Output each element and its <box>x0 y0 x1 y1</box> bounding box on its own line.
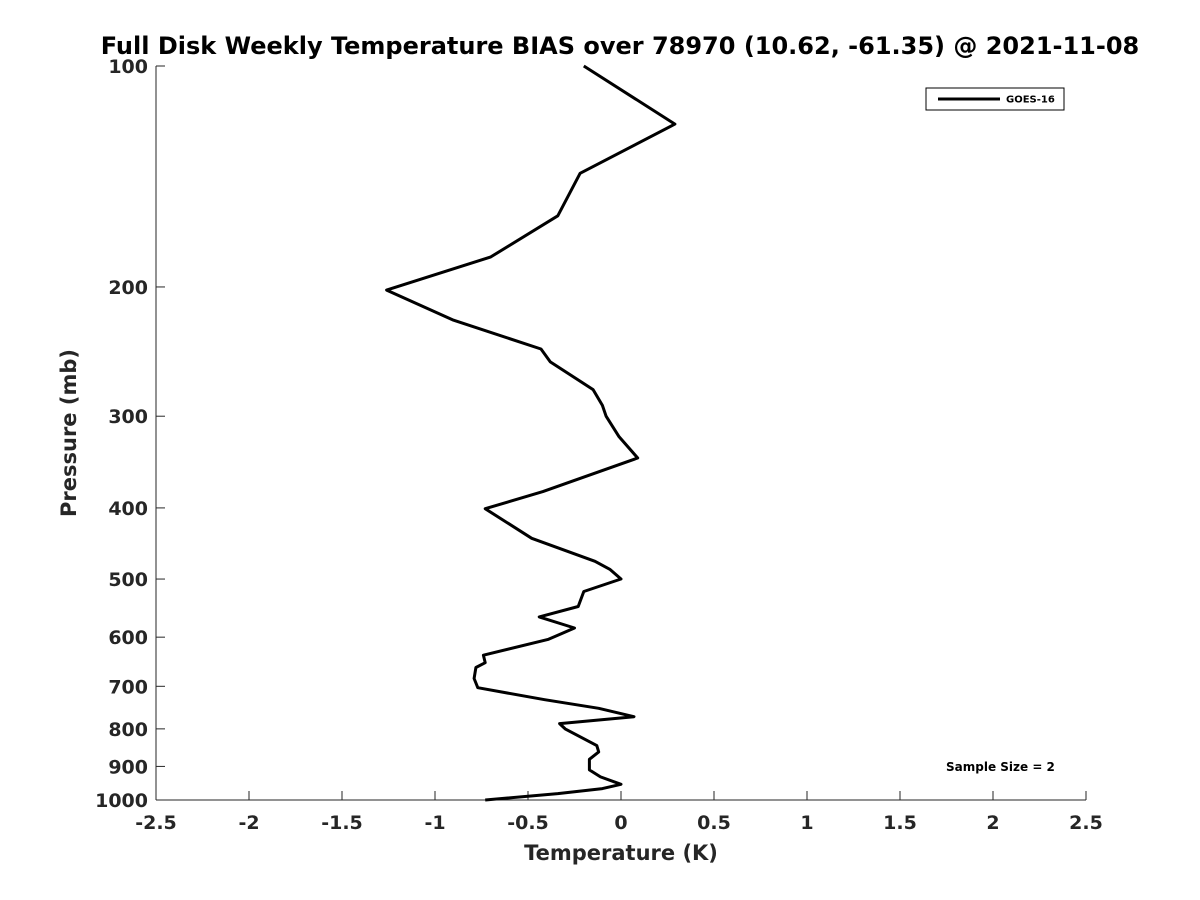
chart-title: Full Disk Weekly Temperature BIAS over 7… <box>101 32 1140 60</box>
series-line-goes-16 <box>385 64 677 802</box>
y-tick-label: 1000 <box>95 790 148 812</box>
sample-size-annotation: Sample Size = 2 <box>946 760 1055 774</box>
x-tick-label: -1.5 <box>321 812 363 834</box>
x-tick-label: 2.5 <box>1069 812 1103 834</box>
y-tick-label: 800 <box>108 719 148 741</box>
x-tick-label: 2 <box>986 812 999 834</box>
x-tick-label: 1.5 <box>883 812 917 834</box>
y-tick-label: 400 <box>108 498 148 520</box>
x-tick-label: -1 <box>424 812 445 834</box>
y-tick-label: 300 <box>108 406 148 428</box>
y-tick-label: 700 <box>108 676 148 698</box>
y-axis-label: Pressure (mb) <box>57 349 81 517</box>
y-axis-ticks: 100 200 300 400 500 600 700 800 900 1000 <box>95 56 165 812</box>
x-axis-label: Temperature (K) <box>524 841 718 865</box>
x-tick-label: -2 <box>238 812 259 834</box>
x-tick-label: 0.5 <box>697 812 731 834</box>
x-tick-label: -0.5 <box>507 812 549 834</box>
y-tick-label: 500 <box>108 569 148 591</box>
x-tick-label: 1 <box>800 812 813 834</box>
y-tick-label: 200 <box>108 277 148 299</box>
legend: GOES-16 <box>925 87 1065 111</box>
x-axis-ticks: -2.5 -2 -1.5 -1 -0.5 0 0.5 1 1.5 2 2.5 <box>135 791 1103 834</box>
y-tick-label: 900 <box>108 756 148 778</box>
y-tick-label: 600 <box>108 627 148 649</box>
legend-label: GOES-16 <box>1006 95 1055 106</box>
series-layer <box>385 64 677 802</box>
y-tick-label: 100 <box>108 56 148 78</box>
x-tick-label: -2.5 <box>135 812 177 834</box>
x-tick-label: 0 <box>614 812 627 834</box>
